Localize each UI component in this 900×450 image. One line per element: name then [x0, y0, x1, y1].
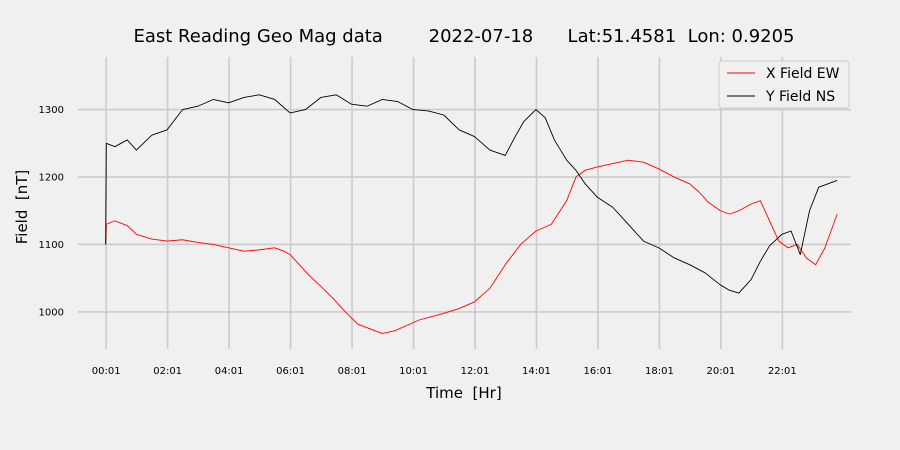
y-axis-label: Field [nT] [13, 170, 31, 245]
y-tick-label-1: 1100 [39, 240, 64, 251]
x-tick-labels: 00:01 02:01 04:01 06:01 08:01 10:01 12:01 14:01… [92, 366, 797, 377]
chart-title: East Reading Geo Mag data 2022-07-18 Lat… [133, 26, 794, 47]
y-tick-labels: 1000 1100 1200 1300 [39, 105, 64, 318]
x-tick-label-9: 18:01 [645, 366, 674, 377]
x-tick-label-8: 16:01 [584, 366, 613, 377]
x-tick-label-2: 04:01 [215, 366, 244, 377]
series-layer [105, 94, 838, 334]
legend-label-x-field-ew: X Field EW [766, 66, 840, 82]
x-tick-label-10: 20:01 [706, 366, 735, 377]
legend-label-y-field-ns: Y Field NS [765, 89, 835, 105]
y-tick-label-0: 1000 [39, 307, 64, 318]
x-tick-label-1: 02:01 [153, 366, 182, 377]
legend: X Field EW Y Field NS [718, 60, 850, 109]
x-tick-label-4: 08:01 [338, 366, 367, 377]
y-tick-label-3: 1300 [39, 105, 64, 116]
x-tick-label-5: 10:01 [399, 366, 428, 377]
x-tick-label-7: 14:01 [522, 366, 551, 377]
x-tick-label-3: 06:01 [276, 366, 305, 377]
grid [78, 57, 851, 349]
series-line-x-field-ew [105, 159, 838, 334]
x-tick-label-6: 12:01 [461, 366, 490, 377]
x-tick-label-11: 22:01 [768, 366, 797, 377]
y-tick-label-2: 1200 [39, 173, 64, 184]
series-line-y-field-ns [105, 94, 838, 294]
x-tick-label-0: 00:01 [92, 366, 121, 377]
x-axis-label: Time [Hr] [425, 384, 501, 402]
